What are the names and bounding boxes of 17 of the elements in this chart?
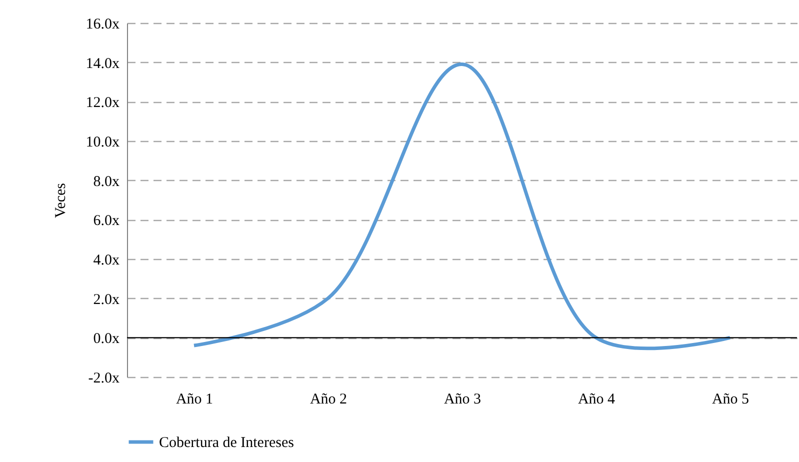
x-tick-label: Año 3 xyxy=(444,392,482,408)
y-tick-label: 10.0x xyxy=(86,134,120,150)
x-tick-label: Año 1 xyxy=(176,392,214,408)
y-tick-label: 12.0x xyxy=(86,95,120,112)
y-tick-label: 8.0x xyxy=(93,174,120,190)
y-tick-label: 0.0x xyxy=(93,331,120,348)
x-tick-label: Año 2 xyxy=(310,392,348,408)
y-tick-label: 14.0x xyxy=(86,56,120,72)
y-tick-label: 16.0x xyxy=(86,16,120,32)
y-tick-label: 6.0x xyxy=(93,213,120,230)
y-axis-title: Veces xyxy=(52,182,69,218)
x-tick-label: Año 5 xyxy=(712,392,750,408)
y-tick-label: 2.0x xyxy=(93,292,120,308)
y-tick-label: 4.0x xyxy=(93,252,120,268)
legend-label: Cobertura de Intereses xyxy=(159,435,294,451)
y-tick-label: -2.0x xyxy=(88,370,120,386)
x-tick-label: Año 4 xyxy=(578,392,616,408)
